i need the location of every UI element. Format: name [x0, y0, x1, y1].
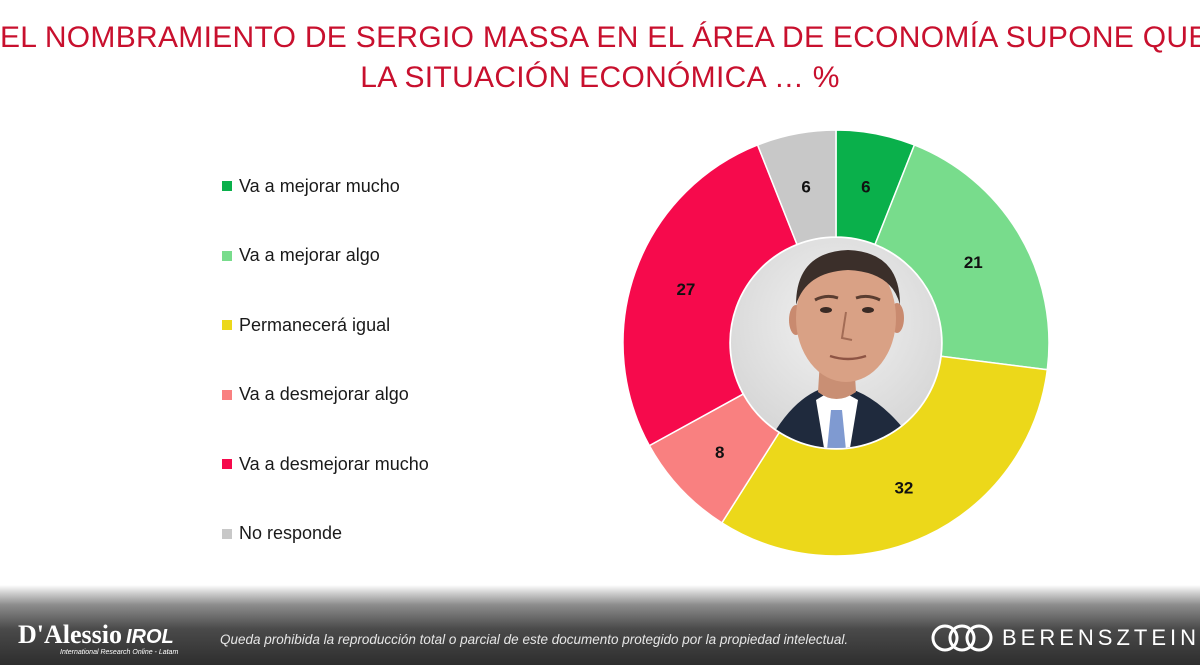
legend-swatch — [222, 181, 232, 191]
legend-item: Permanecerá igual — [222, 313, 390, 337]
footer: D'Alessio IROL International Research Onl… — [0, 585, 1200, 665]
legend-label: Permanecerá igual — [239, 314, 391, 335]
chart-title: EL NOMBRAMIENTO DE SERGIO MASSA EN EL ÁR… — [0, 18, 1200, 98]
slice-value-label: 6 — [861, 177, 870, 196]
berensztein-logo: BERENSZTEIN — [930, 623, 1200, 653]
dalessio-logo: D'Alessio IROL — [18, 620, 174, 649]
donut-slice — [720, 355, 1049, 557]
donut-chart: 6 21 32 8 27 6 — [622, 129, 1050, 557]
legend-label: No responde — [239, 523, 343, 543]
legend-item: Va a desmejorar mucho — [222, 452, 429, 476]
legend-label: Va a desmejorar algo — [239, 384, 409, 404]
title-line-1: EL NOMBRAMIENTO DE SERGIO MASSA EN EL ÁR… — [0, 21, 1200, 54]
copyright-notice: Queda prohibida la reproducción total o … — [220, 632, 849, 647]
title-line-2: LA SITUACIÓN ECONÓMICA … % — [360, 61, 840, 94]
dalessio-tagline: International Research Online - Latam — [60, 649, 179, 656]
legend-swatch — [222, 320, 232, 330]
berensztein-mark-icon — [931, 624, 993, 652]
legend-item: Va a mejorar algo — [222, 244, 380, 268]
legend-item: No responde — [222, 522, 342, 546]
donut-slice — [756, 129, 837, 246]
slice-value-label: 21 — [964, 253, 983, 272]
legend-label: Va a mejorar algo — [239, 245, 380, 265]
legend-item: Va a mejorar mucho — [222, 174, 400, 198]
slice-value-label: 8 — [715, 443, 724, 462]
portrait-photo — [731, 238, 941, 448]
legend-swatch — [222, 528, 232, 539]
donut-slice — [622, 143, 798, 447]
slice-value-label: 6 — [801, 177, 810, 196]
slice-value-label: 32 — [894, 478, 913, 497]
donut-slice — [874, 143, 1050, 371]
legend-label: Va a desmejorar mucho — [239, 453, 429, 474]
legend-item: Va a desmejorar algo — [222, 383, 409, 407]
slice-value-label: 27 — [676, 280, 695, 299]
legend-swatch — [222, 389, 232, 400]
legend-label: Va a mejorar mucho — [239, 175, 400, 196]
legend-swatch — [222, 459, 232, 469]
legend-swatch — [222, 250, 232, 261]
